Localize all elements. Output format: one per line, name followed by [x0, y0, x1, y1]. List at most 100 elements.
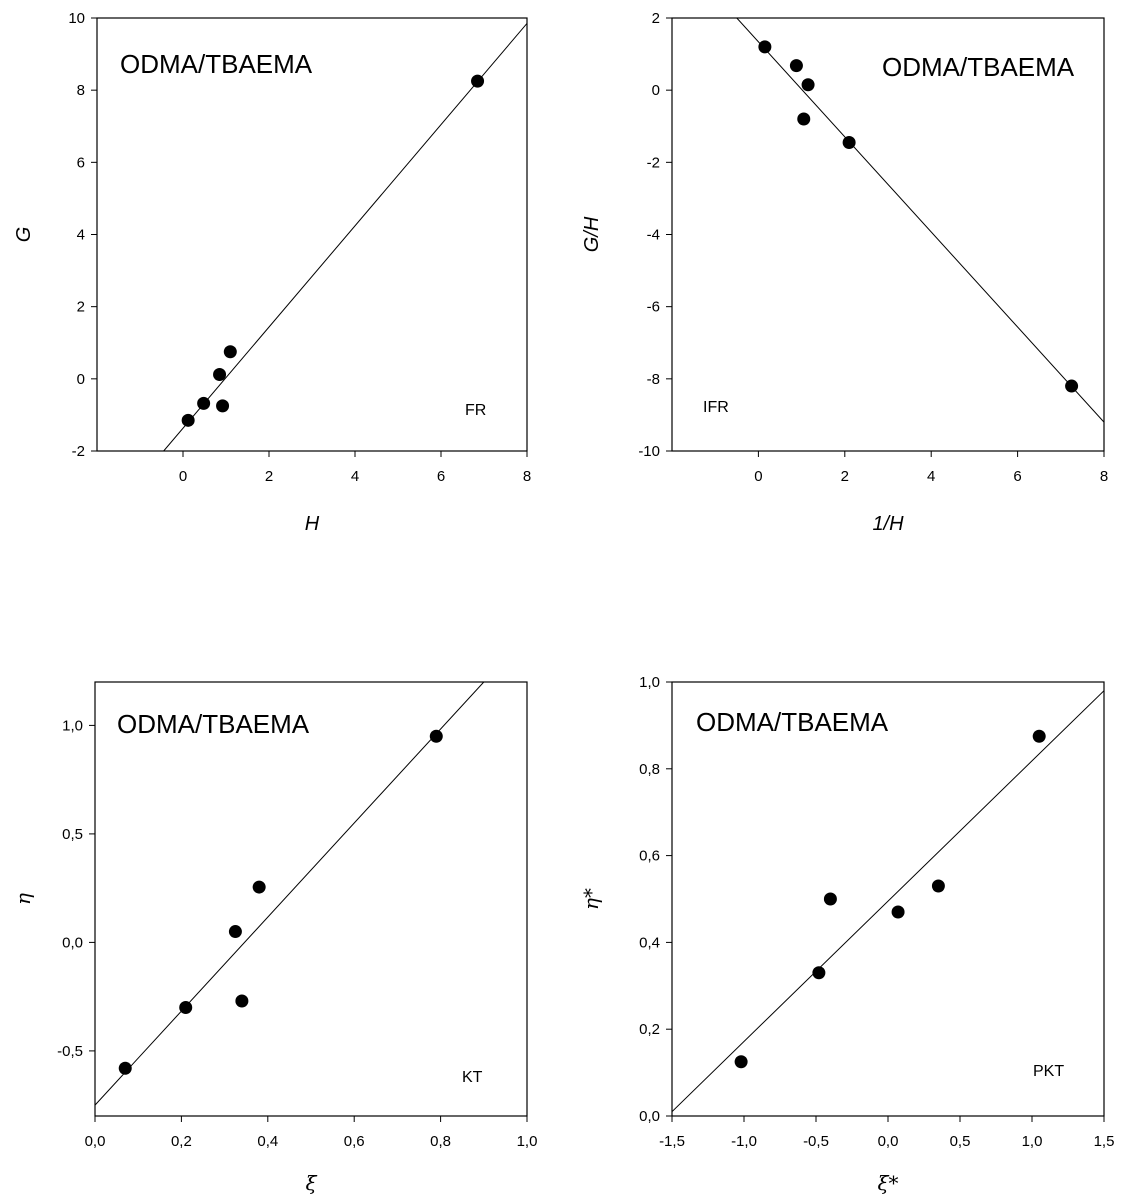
- data-point: [797, 112, 811, 126]
- y-axis-label: G: [13, 227, 35, 243]
- data-point: [1065, 379, 1079, 393]
- x-tick-label: 0,5: [950, 1133, 971, 1150]
- data-point: [758, 40, 772, 54]
- x-tick-label: 8: [1100, 468, 1108, 485]
- data-point: [842, 135, 856, 149]
- y-tick-label: 4: [77, 227, 85, 244]
- y-tick-label: -2: [647, 154, 660, 171]
- panel-title: ODMA/TBAEMA: [120, 49, 313, 79]
- data-point: [228, 925, 242, 939]
- data-point: [223, 345, 237, 359]
- data-point: [931, 879, 945, 893]
- y-tick-label: 0,0: [639, 1108, 660, 1125]
- x-tick-label: 1,0: [517, 1133, 538, 1150]
- fit-line: [672, 690, 1104, 1113]
- y-tick-label: 10: [68, 10, 85, 27]
- panel-fr: 0 2 4 6 8 -2 0 2 4 6 8 10 ODMA/TBAEMA FR H G: [13, 10, 531, 535]
- y-tick-label: 2: [652, 10, 660, 27]
- y-tick-label: -10: [638, 443, 660, 460]
- x-tick-label: 4: [927, 468, 935, 485]
- y-tick-label: 0,6: [639, 848, 660, 865]
- panel-tag: IFR: [703, 399, 729, 416]
- x-tick-label: 6: [1013, 468, 1021, 485]
- data-point: [812, 966, 826, 980]
- y-tick-label: 8: [77, 82, 85, 99]
- y-tick-label: 1,0: [639, 674, 660, 691]
- data-point: [235, 994, 249, 1008]
- y-axis-label: η*: [579, 888, 603, 910]
- x-axis-label: 1/H: [872, 513, 904, 535]
- y-tick-label: -4: [647, 227, 660, 244]
- y-tick-label: -8: [647, 371, 660, 388]
- data-point: [252, 880, 266, 894]
- plot-frame: [96, 17, 528, 452]
- y-tick-label: 0,5: [62, 826, 83, 843]
- panel-title: ODMA/TBAEMA: [882, 52, 1075, 82]
- x-tick-label: 0,0: [878, 1133, 899, 1150]
- y-tick-label: 0,0: [62, 934, 83, 951]
- panel-title: ODMA/TBAEMA: [696, 707, 889, 737]
- plot-frame: [94, 681, 528, 1117]
- x-tick-label: 0,8: [430, 1133, 451, 1150]
- x-tick-label: 6: [437, 468, 445, 485]
- data-point: [891, 905, 905, 919]
- y-tick-label: 2: [77, 299, 85, 316]
- panel-ifr: 0 2 4 6 8 -10 -8 -6 -4 -2 0 2 ODMA/TBAEMA IFR 1/H G/H: [581, 10, 1108, 535]
- plot-frame: [671, 17, 1105, 452]
- fit-line: [163, 23, 527, 451]
- x-tick-label: 0,6: [344, 1133, 365, 1150]
- x-tick-label: 8: [523, 468, 531, 485]
- panel-title: ODMA/TBAEMA: [117, 709, 310, 739]
- data-point: [823, 892, 837, 906]
- data-point: [471, 74, 485, 88]
- fit-line: [736, 18, 1104, 423]
- data-point: [118, 1061, 132, 1075]
- y-tick-label: -6: [647, 299, 660, 316]
- x-tick-label: 0: [179, 468, 187, 485]
- x-tick-label: 2: [841, 468, 849, 485]
- panel-tag: PKT: [1033, 1063, 1064, 1080]
- x-tick-label: -0,5: [803, 1133, 829, 1150]
- data-point: [734, 1055, 748, 1069]
- y-tick-label: 0,2: [639, 1021, 660, 1038]
- data-point: [179, 1001, 193, 1014]
- data-point: [216, 399, 230, 413]
- y-axis-label: η: [11, 893, 35, 905]
- data-point: [181, 413, 195, 427]
- y-axis-label: G/H: [581, 216, 603, 252]
- plot-frame: [671, 681, 1105, 1117]
- x-tick-label: 0,2: [171, 1133, 192, 1150]
- x-tick-label: 0,4: [257, 1133, 278, 1150]
- y-tick-label: 0,8: [639, 761, 660, 778]
- panel-kt: 0,0 0,2 0,4 0,6 0,8 1,0 -0,5 0,0 0,5 1,0 ODMA/TBAE…: [11, 681, 538, 1195]
- y-tick-label: 0: [77, 371, 85, 388]
- x-axis-label: ξ*: [877, 1171, 898, 1195]
- x-tick-label: 4: [351, 468, 359, 485]
- data-point: [213, 368, 227, 382]
- x-tick-label: -1,0: [731, 1133, 757, 1150]
- x-tick-label: -1,5: [659, 1133, 685, 1150]
- data-point: [801, 78, 815, 92]
- panel-tag: FR: [465, 402, 486, 419]
- x-tick-label: 1,5: [1094, 1133, 1115, 1150]
- y-tick-label: 0,4: [639, 934, 660, 951]
- y-tick-label: 1,0: [62, 717, 83, 734]
- x-tick-label: 0,0: [85, 1133, 106, 1150]
- y-tick-label: -2: [72, 443, 85, 460]
- fit-line: [95, 682, 485, 1106]
- data-point: [1032, 729, 1046, 743]
- panel-tag: KT: [462, 1069, 483, 1086]
- panel-pkt: -1,5 -1,0 -0,5 0,0 0,5 1,0 1,5 0,0 0,2 0,4 0,6 0,8 1…: [579, 674, 1114, 1195]
- y-tick-label: -0,5: [57, 1043, 83, 1060]
- data-point: [197, 396, 211, 410]
- x-tick-label: 2: [265, 468, 273, 485]
- x-tick-label: 1,0: [1022, 1133, 1043, 1150]
- y-tick-label: 6: [77, 154, 85, 171]
- y-tick-label: 0: [652, 82, 660, 99]
- x-axis-label: ξ: [305, 1171, 317, 1195]
- data-point: [429, 729, 443, 743]
- x-axis-label: H: [305, 513, 320, 535]
- data-point: [789, 59, 803, 73]
- x-tick-label: 0: [754, 468, 762, 485]
